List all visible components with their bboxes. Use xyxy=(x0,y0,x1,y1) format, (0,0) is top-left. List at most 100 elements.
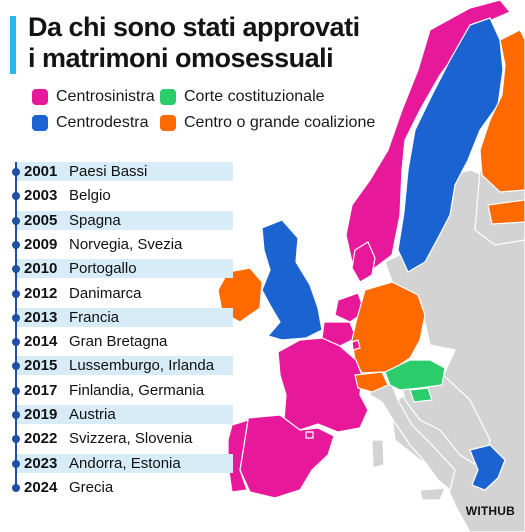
timeline-dot xyxy=(12,313,20,322)
timeline-year: 2024 xyxy=(24,478,58,496)
timeline-year: 2012 xyxy=(24,284,58,302)
timeline-row: 2009 Norvegia, Svezia xyxy=(12,235,237,254)
timeline-year: 2015 xyxy=(24,357,58,375)
timeline-dot xyxy=(12,386,20,395)
timeline-countries: Norvegia, Svezia xyxy=(69,235,183,253)
timeline-dot xyxy=(12,289,20,298)
timeline-countries: Austria xyxy=(69,406,116,423)
map-andorra xyxy=(305,431,314,439)
timeline-row: 2024 Grecia xyxy=(12,478,237,497)
timeline-row: 2010 Portogallo xyxy=(12,259,237,279)
timeline-row: 2015 Lussemburgo, Irlanda xyxy=(12,356,237,376)
timeline-countries: Spagna xyxy=(69,211,121,229)
map-sardinia xyxy=(371,439,385,469)
map-austria xyxy=(384,359,446,391)
map-spain xyxy=(239,414,335,499)
map-great-britain xyxy=(261,219,323,341)
timeline-row-band xyxy=(17,162,233,181)
timeline-year: 2014 xyxy=(24,333,58,351)
timeline-dot xyxy=(12,168,20,176)
timeline-row: 2013 Francia xyxy=(12,307,237,327)
map-slovenia xyxy=(409,387,433,403)
map-luxembourg xyxy=(351,339,361,351)
title-line-1: Da chi sono stati approvati xyxy=(28,12,360,42)
credit-logo: WITHUB xyxy=(465,504,515,518)
timeline-countries: Danimarca xyxy=(69,284,142,302)
map-sweden xyxy=(397,17,504,273)
timeline-row: 2001 Paesi Bassi xyxy=(12,162,237,181)
title-accent-bar xyxy=(10,16,16,74)
timeline-row: 2019 Austria xyxy=(12,405,237,424)
timeline-line xyxy=(15,162,17,490)
legend-swatch-centrodestra xyxy=(32,115,48,131)
timeline-row: 2005 Spagna xyxy=(12,210,237,230)
timeline-countries: Portogallo xyxy=(69,260,137,278)
timeline-year: 2017 xyxy=(24,381,58,399)
map-estonia xyxy=(487,199,525,225)
timeline-countries: Finlandia, Germania xyxy=(69,381,205,399)
timeline-row-band xyxy=(17,453,233,473)
legend-item-corte-costituzionale: Corte costituzionale xyxy=(160,88,325,106)
timeline: 2001 Paesi Bassi 2003 Belgio 2005 Spagna 2009 N… xyxy=(12,162,233,496)
timeline-dot xyxy=(12,435,20,444)
timeline-year: 2001 xyxy=(24,163,58,180)
timeline-countries: Francia xyxy=(69,308,120,326)
legend-label: Centro o grande coalizione xyxy=(184,114,376,131)
timeline-countries: Grecia xyxy=(69,478,114,496)
map-switzerland xyxy=(354,371,389,393)
map-germany xyxy=(351,281,426,374)
timeline-dot xyxy=(12,459,20,468)
timeline-year: 2010 xyxy=(24,260,58,278)
timeline-row-band xyxy=(17,356,233,376)
timeline-dot xyxy=(12,265,20,274)
timeline-dot xyxy=(12,362,20,371)
timeline-countries: Paesi Bassi xyxy=(69,163,148,180)
legend-item-centro: Centro o grande coalizione xyxy=(160,114,375,132)
timeline-countries: Svizzera, Slovenia xyxy=(69,430,193,448)
timeline-year: 2005 xyxy=(24,211,58,229)
timeline-row: 2012 Danimarca xyxy=(12,284,237,303)
map-belgium xyxy=(321,321,357,347)
page-title: Da chi sono stati approvati i matrimoni … xyxy=(28,12,360,74)
legend-swatch-centrosinistra xyxy=(32,89,48,105)
timeline-year: 2023 xyxy=(24,454,58,472)
timeline-dot xyxy=(12,483,20,492)
timeline-dot xyxy=(12,411,20,419)
map-portugal xyxy=(227,419,249,493)
timeline-row: 2023 Andorra, Estonia xyxy=(12,453,237,473)
timeline-dot xyxy=(12,216,20,225)
map-france xyxy=(277,337,369,433)
legend-label: Corte costituzionale xyxy=(184,88,325,105)
map-finland xyxy=(479,29,525,193)
legend-label: Centrosinistra xyxy=(56,88,155,105)
timeline-row-band xyxy=(17,210,233,230)
timeline-countries: Lussemburgo, Irlanda xyxy=(69,357,215,375)
map-italy xyxy=(369,381,456,492)
timeline-row: 2017 Finlandia, Germania xyxy=(12,381,237,400)
map-norway xyxy=(345,0,511,271)
legend-label: Centrodestra xyxy=(56,114,149,131)
map-greece xyxy=(469,444,506,491)
timeline-countries: Gran Bretagna xyxy=(69,333,168,351)
timeline-year: 2003 xyxy=(24,187,58,205)
legend-swatch-centro xyxy=(160,115,176,131)
timeline-countries: Belgio xyxy=(69,187,111,205)
legend-swatch-corte xyxy=(160,89,176,105)
timeline-row: 2003 Belgio xyxy=(12,186,237,205)
timeline-row-band xyxy=(17,259,233,279)
timeline-dot xyxy=(12,192,20,201)
timeline-year: 2009 xyxy=(24,235,58,253)
timeline-year: 2019 xyxy=(24,406,58,423)
legend-item-centrodestra: Centrodestra xyxy=(32,114,149,132)
title-line-2: i matrimoni omosessuali xyxy=(28,43,334,73)
timeline-dot xyxy=(12,240,20,249)
timeline-year: 2022 xyxy=(24,430,58,448)
timeline-year: 2013 xyxy=(24,308,58,326)
legend-item-centrosinistra: Centrosinistra xyxy=(32,88,155,106)
timeline-row-band xyxy=(17,405,233,424)
timeline-row: 2022 Svizzera, Slovenia xyxy=(12,429,237,448)
timeline-dot xyxy=(12,338,20,347)
timeline-countries: Andorra, Estonia xyxy=(69,454,181,472)
